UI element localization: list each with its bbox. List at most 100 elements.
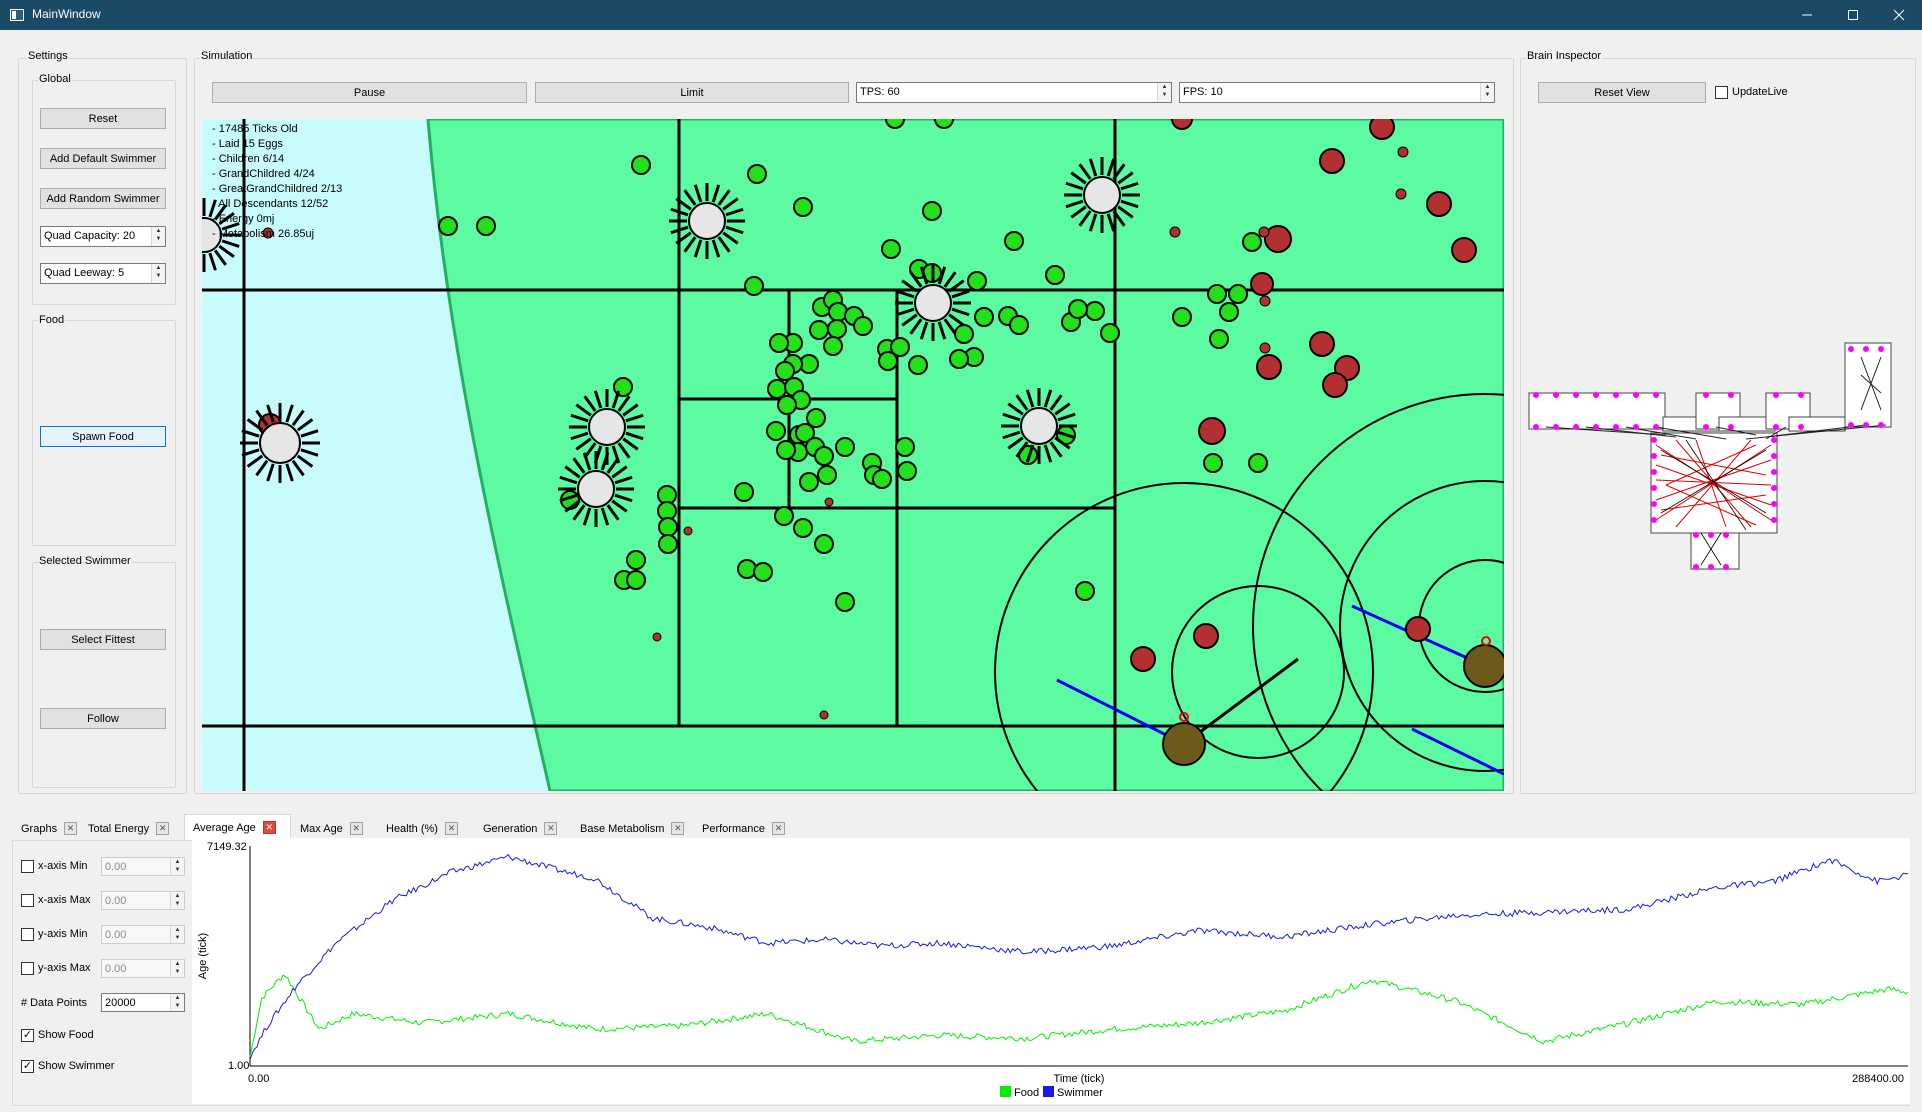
brain-node [1533, 424, 1539, 430]
spin-arrows-icon[interactable]: ▲ ▼ [151, 227, 165, 246]
brain-node [1653, 424, 1659, 430]
close-tab-icon[interactable]: ✕ [544, 822, 558, 835]
x-max-checkbox[interactable] [21, 894, 34, 907]
x-min-checkbox[interactable] [21, 860, 34, 873]
egg [1020, 407, 1058, 445]
brain-node [1708, 532, 1714, 538]
egg [588, 408, 626, 446]
close-tab-icon[interactable]: ✕ [444, 822, 458, 835]
close-tab-icon[interactable]: ✕ [262, 821, 276, 834]
maximize-button[interactable] [1830, 0, 1876, 30]
spin-arrows-icon[interactable]: ▲ ▼ [151, 264, 165, 283]
tab-average-age[interactable]: Average Age ✕ [184, 814, 291, 840]
spin-arrows-icon[interactable]: ▲ ▼ [1480, 83, 1494, 102]
spin-arrows-icon[interactable]: ▲ ▼ [170, 926, 184, 943]
spin-arrows-icon[interactable]: ▲ ▼ [170, 858, 184, 875]
fps-spinbox[interactable]: FPS: 10 ▲ ▼ [1179, 82, 1495, 103]
y-max-label: y-axis Max [38, 962, 91, 974]
graph-tab-bar: Graphs ✕ Total Energy ✕ Average Age ✕ Max A… [12, 814, 797, 842]
global-group [32, 80, 176, 305]
stat-line: - 17485 Ticks Old [212, 123, 298, 135]
stat-line: - GrandChildred 4/24 [212, 168, 315, 180]
tab-health[interactable]: Health (%) ✕ [377, 816, 474, 840]
spin-arrows-icon[interactable]: ▲ ▼ [170, 892, 184, 909]
tab-total-energy[interactable]: Total Energy ✕ [79, 816, 184, 840]
settings-group [18, 58, 187, 794]
close-tab-icon[interactable]: ✕ [64, 822, 78, 835]
brain-node [1723, 532, 1729, 538]
tab-label: Graphs [21, 822, 58, 835]
brain-node [1651, 517, 1657, 523]
tab-graphs[interactable]: Graphs ✕ [12, 816, 79, 840]
tab-generation[interactable]: Generation ✕ [474, 816, 571, 840]
close-button[interactable] [1876, 0, 1922, 30]
quad-capacity-value: Quad Capacity: 20 [44, 230, 136, 242]
y-min-label: y-axis Min [38, 928, 88, 940]
simulation-canvas[interactable] [202, 119, 1504, 791]
minimize-button[interactable] [1784, 0, 1830, 30]
legend-swimmer: Swimmer [1057, 1087, 1103, 1099]
tab-base-metabolism[interactable]: Base Metabolism ✕ [571, 816, 693, 840]
stat-line: - Metabolism 26.85uj [212, 228, 315, 240]
brain-node [1723, 564, 1729, 570]
add-default-swimmer-button[interactable]: Add Default Swimmer [40, 148, 166, 169]
spin-arrows-icon[interactable]: ▲ ▼ [170, 960, 184, 977]
simulation-view[interactable]: - 17485 Ticks Old - Laid 15 Eggs - Child… [202, 119, 1504, 791]
x-max-spinbox[interactable]: 0.00 ▲ ▼ [101, 891, 185, 910]
spawn-food-button[interactable]: Spawn Food [40, 426, 166, 447]
brain-node [1773, 424, 1779, 430]
show-swimmer-checkbox[interactable]: ✓ [21, 1060, 34, 1073]
close-tab-icon[interactable]: ✕ [671, 822, 685, 835]
chart-area: 7149.32 1.00 0.00 288400.00 Age (tick) T… [192, 838, 1910, 1104]
food-label: Food [38, 314, 66, 326]
legend-swimmer-swatch [1043, 1086, 1054, 1097]
brain-node [1651, 501, 1657, 507]
select-fittest-button[interactable]: Select Fittest [40, 629, 166, 650]
tab-performance[interactable]: Performance ✕ [693, 816, 797, 840]
show-swimmer-label: Show Swimmer [38, 1060, 115, 1072]
y-max-spinbox[interactable]: 0.00 ▲ ▼ [101, 959, 185, 978]
simulation-label: Simulation [200, 50, 254, 62]
tab-max-age[interactable]: Max Age ✕ [291, 816, 377, 840]
brain-network-view[interactable] [1526, 335, 1906, 575]
data-points-spinbox[interactable]: 20000 ▲ ▼ [101, 993, 185, 1012]
y-min-spinbox[interactable]: 0.00 ▲ ▼ [101, 925, 185, 944]
y-min-checkbox[interactable] [21, 928, 34, 941]
fps-value: FPS: 10 [1183, 86, 1223, 98]
reset-view-button[interactable]: Reset View [1538, 82, 1706, 103]
brain-node [1573, 392, 1579, 398]
brain-node [1593, 392, 1599, 398]
x-max-label: x-axis Max [38, 894, 91, 906]
close-tab-icon[interactable]: ✕ [349, 822, 363, 835]
legend-food-swatch [1000, 1086, 1011, 1097]
legend-food: Food [1014, 1087, 1039, 1099]
quad-leeway-spinbox[interactable]: Quad Leeway: 5 ▲ ▼ [40, 263, 166, 284]
pause-button[interactable]: Pause [212, 82, 527, 103]
quad-capacity-spinbox[interactable]: Quad Capacity: 20 ▲ ▼ [40, 226, 166, 247]
data-points-value: 20000 [105, 997, 136, 1009]
follow-button[interactable]: Follow [40, 708, 166, 729]
brain-node [1613, 424, 1619, 430]
tps-spinbox[interactable]: TPS: 60 ▲ ▼ [856, 82, 1172, 103]
brain-nodes [1533, 346, 1884, 570]
brain-inspector-label: Brain Inspector [1526, 50, 1602, 62]
spin-arrows-icon[interactable]: ▲ ▼ [1157, 83, 1171, 102]
y-max-checkbox[interactable] [21, 962, 34, 975]
limit-button[interactable]: Limit [535, 82, 849, 103]
update-live-checkbox[interactable] [1715, 86, 1728, 99]
close-tab-icon[interactable]: ✕ [771, 822, 785, 835]
quad-leeway-value: Quad Leeway: 5 [44, 267, 125, 279]
spin-arrows-icon[interactable]: ▲ ▼ [170, 994, 184, 1011]
close-tab-icon[interactable]: ✕ [156, 822, 170, 835]
stat-line: - All Descendants 12/52 [212, 198, 329, 210]
reset-button[interactable]: Reset [40, 108, 166, 129]
x-min-spinbox[interactable]: 0.00 ▲ ▼ [101, 857, 185, 876]
data-points-label: # Data Points [21, 997, 88, 1009]
brain-node [1633, 424, 1639, 430]
egg [577, 470, 615, 508]
maximize-icon [1848, 10, 1858, 20]
stat-line: - Children 6/14 [212, 153, 285, 165]
y-axis-label: Age (tick) [197, 933, 209, 979]
show-food-checkbox[interactable]: ✓ [21, 1029, 34, 1042]
add-random-swimmer-button[interactable]: Add Random Swimmer [40, 188, 166, 209]
